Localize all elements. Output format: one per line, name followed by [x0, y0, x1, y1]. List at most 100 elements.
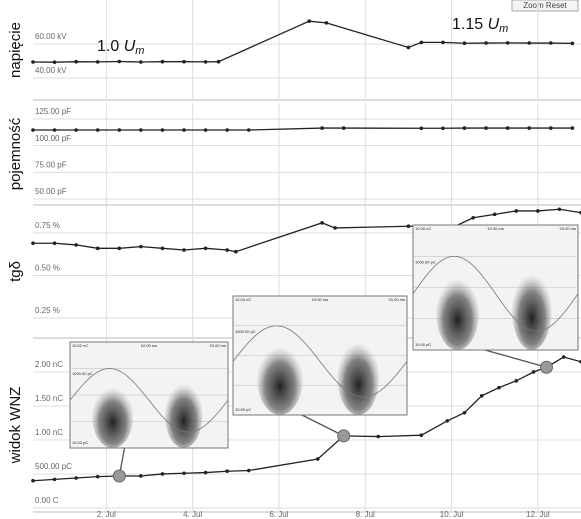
point: [161, 472, 165, 476]
y-tick-label: 0.75 %: [35, 221, 60, 230]
inset-label: 10.00 nC: [235, 297, 251, 302]
point: [161, 60, 165, 64]
point: [532, 370, 536, 374]
annotation-subscript: m: [135, 45, 144, 57]
inset-label: 20.00 ms: [560, 226, 576, 231]
zoom-reset-label[interactable]: Zoom Reset: [523, 1, 567, 10]
point: [161, 247, 165, 251]
x-tick-label: 2. Jul: [97, 510, 116, 519]
point: [31, 60, 35, 64]
point: [506, 41, 510, 45]
y-tick-label: 1.50 nC: [35, 394, 63, 403]
inset-cluster: [165, 380, 203, 448]
point: [247, 128, 251, 132]
point: [549, 41, 553, 45]
x-tick-label: 12. Jul: [526, 510, 550, 519]
point: [484, 41, 488, 45]
point: [549, 126, 553, 130]
inset-label: 10.00 nC: [415, 226, 431, 231]
point: [420, 126, 424, 130]
point: [247, 469, 251, 473]
point: [117, 60, 121, 64]
annotation: 1.0 Um: [97, 38, 144, 57]
annotation-symbol: U: [488, 16, 500, 33]
point: [182, 471, 186, 475]
point: [139, 60, 143, 64]
point: [407, 224, 411, 228]
point: [139, 128, 143, 132]
point: [316, 457, 320, 461]
inset-label: 1000.00 pC: [235, 329, 256, 334]
point: [527, 41, 531, 45]
y-axis-label: napięcie: [7, 22, 24, 78]
point: [558, 207, 562, 211]
point: [493, 213, 497, 217]
y-tick-label: 2.00 nC: [35, 360, 63, 369]
point: [225, 128, 229, 132]
inset-label: 10.00 ms: [487, 226, 503, 231]
point: [441, 126, 445, 130]
point: [117, 247, 121, 251]
y-axis-label: tgδ: [7, 261, 24, 282]
y-tick-label: 60.00 kV: [35, 32, 67, 41]
y-tick-label: 1.00 nC: [35, 428, 63, 437]
point: [562, 355, 566, 359]
highlight: [113, 470, 125, 482]
y-tick-label: 100.00 pF: [35, 134, 71, 143]
inset-cluster: [337, 339, 379, 415]
point: [463, 41, 467, 45]
point: [96, 247, 100, 251]
point: [204, 60, 208, 64]
point: [53, 241, 57, 245]
point: [376, 435, 380, 439]
y-axis-label: widok WNZ: [7, 387, 24, 465]
inset-label: 10.00 pC: [72, 440, 88, 445]
annotation-subscript: m: [499, 23, 508, 35]
annotation-value: 1.15: [452, 16, 483, 33]
point: [139, 474, 143, 478]
y-tick-label: 0.00 C: [35, 496, 59, 505]
chart: Zoom Reset 60.00 kV 40.00 kV napięcie 1.0 U…: [0, 0, 581, 519]
y-tick-label: 75.00 pF: [35, 160, 67, 169]
inset-label: 10.00 pC: [235, 407, 251, 412]
point: [480, 394, 484, 398]
point: [139, 245, 143, 249]
highlight: [540, 361, 552, 373]
inset-label: 1000.00 pC: [415, 260, 436, 265]
point: [31, 128, 35, 132]
point: [320, 126, 324, 130]
inset-label: 1000.00 pC: [72, 371, 93, 376]
y-tick-label: 0.50 %: [35, 264, 60, 273]
point: [182, 128, 186, 132]
point: [225, 469, 229, 473]
point: [536, 209, 540, 213]
point: [204, 128, 208, 132]
y-axis-label: pojemność: [7, 117, 24, 190]
point: [234, 250, 238, 254]
point: [407, 46, 411, 50]
point: [53, 60, 57, 64]
point: [463, 126, 467, 130]
y-tick-label: 50.00 pF: [35, 187, 67, 196]
annotation-value: 1.0: [97, 38, 119, 55]
point: [420, 41, 424, 45]
series-line: [33, 128, 572, 130]
point: [96, 128, 100, 132]
inset-label: 10.00 nC: [72, 343, 88, 348]
point: [333, 226, 337, 230]
y-tick-label: 40.00 kV: [35, 66, 67, 75]
point: [182, 60, 186, 64]
point: [74, 60, 78, 64]
inset-label: 10.00 pC: [415, 342, 431, 347]
point: [320, 221, 324, 225]
inset-label: 10.00 ms: [141, 343, 157, 348]
point: [225, 248, 229, 252]
point: [161, 128, 165, 132]
annotation: 1.15 Um: [452, 16, 508, 35]
point: [31, 479, 35, 483]
point: [74, 476, 78, 480]
point: [74, 128, 78, 132]
point: [514, 209, 518, 213]
point: [217, 60, 221, 64]
point: [471, 216, 475, 220]
